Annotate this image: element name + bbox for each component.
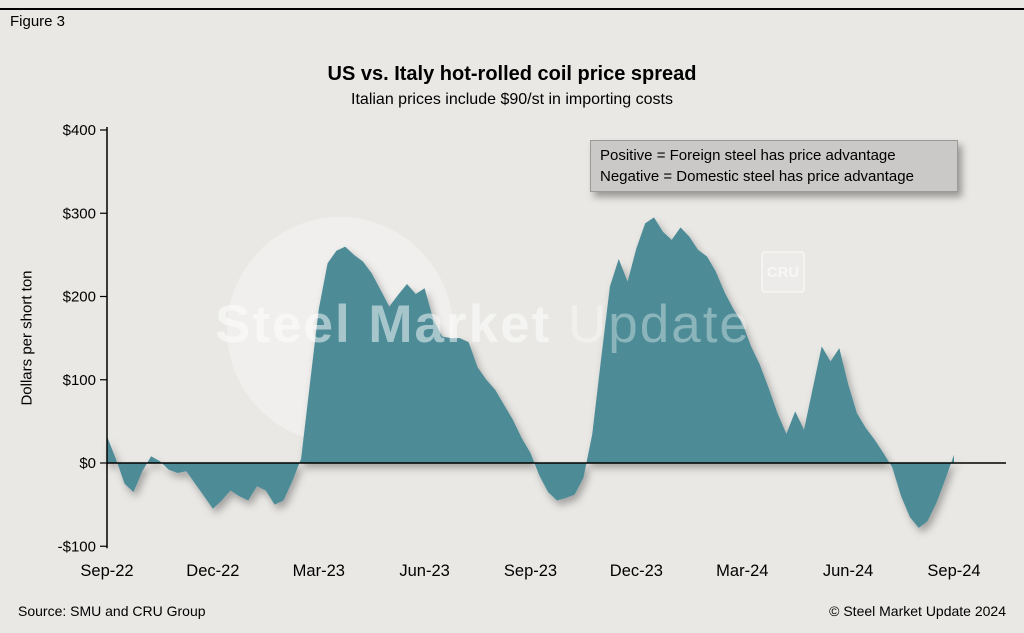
x-tick-label: Jun-24 bbox=[823, 562, 873, 580]
y-tick-label: $300 bbox=[63, 205, 96, 222]
top-rule bbox=[0, 8, 1024, 10]
cru-watermark-box bbox=[761, 251, 805, 293]
y-tick-label: $100 bbox=[63, 372, 96, 389]
x-tick-label: Dec-22 bbox=[186, 562, 239, 580]
figure-label: Figure 3 bbox=[10, 13, 66, 30]
x-tick-label: Mar-24 bbox=[716, 562, 768, 580]
x-tick-label: Sep-24 bbox=[927, 562, 980, 580]
y-tick-label: $0 bbox=[79, 455, 96, 472]
legend-line-negative: Negative = Domestic steel has price adva… bbox=[600, 168, 914, 185]
legend-note: Positive = Foreign steel has price advan… bbox=[590, 140, 958, 192]
y-tick-label: $400 bbox=[63, 122, 96, 139]
y-tick-label: -$100 bbox=[58, 538, 96, 555]
chart-title: US vs. Italy hot-rolled coil price sprea… bbox=[327, 63, 697, 85]
x-tick-label: Sep-22 bbox=[80, 562, 133, 580]
source-text: Source: SMU and CRU Group bbox=[18, 603, 206, 619]
watermark-text-light: Update bbox=[568, 295, 751, 354]
spread-area-series bbox=[107, 217, 954, 528]
watermark-text: Steel Market Update bbox=[215, 295, 751, 354]
copyright-text: © Steel Market Update 2024 bbox=[829, 603, 1006, 619]
chart-subtitle: Italian prices include $90/st in importi… bbox=[351, 91, 673, 108]
cru-watermark-label: CRU bbox=[767, 264, 800, 281]
legend-line-positive: Positive = Foreign steel has price advan… bbox=[600, 147, 896, 164]
x-tick-label: Jun-23 bbox=[399, 562, 449, 580]
y-tick-label: $200 bbox=[63, 289, 96, 306]
x-tick-label: Dec-23 bbox=[610, 562, 663, 580]
x-tick-label: Mar-23 bbox=[293, 562, 345, 580]
watermark-text-bold: Steel Market bbox=[215, 295, 568, 354]
x-tick-label: Sep-23 bbox=[504, 562, 557, 580]
